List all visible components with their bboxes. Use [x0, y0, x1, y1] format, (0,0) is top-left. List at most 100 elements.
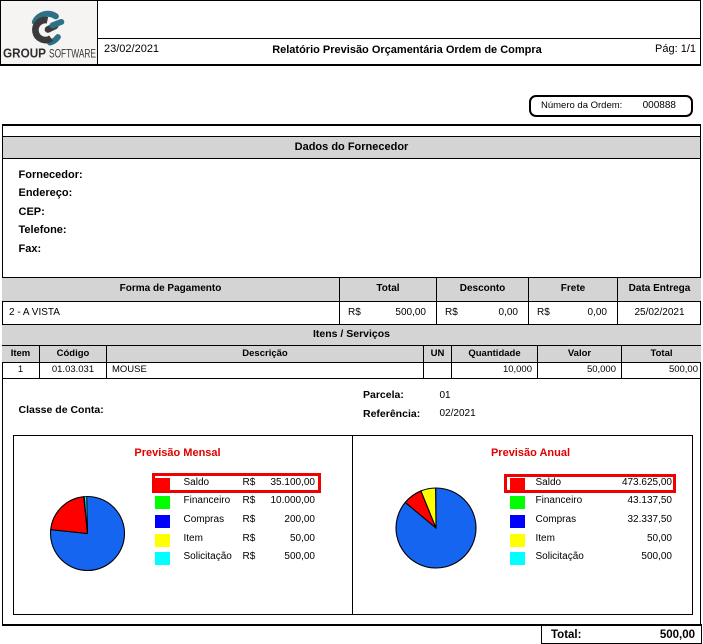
- monthly-forecast-pie-chart: [49, 495, 125, 571]
- supplier-field-cep: CEP:: [18, 205, 45, 218]
- legend-label: Compras: [535, 513, 577, 525]
- payment-total-currency: R$: [348, 307, 361, 318]
- saldo-swatch-icon: [509, 477, 525, 491]
- annual-forecast-panel: [352, 435, 693, 615]
- payment-frete-currency: R$: [537, 307, 550, 318]
- supplier-section-header: Dados do Fornecedor: [2, 136, 701, 159]
- report-header: [0, 0, 701, 66]
- page-indicator: Pág: 1/1: [655, 43, 696, 55]
- parcela-label: Parcela:: [363, 389, 404, 401]
- legend-currency: R$: [242, 551, 256, 563]
- legend-label: Financeiro: [183, 495, 231, 507]
- legend-row-financeiro-monthly: Financeiro R$ 10.000,00: [155, 495, 316, 510]
- payment-header-forma: Forma de Pagamento: [2, 278, 340, 301]
- payment-cell-forma: 2 - A VISTA: [2, 302, 340, 324]
- payment-table-header-row: Forma de Pagamento Total Desconto Frete …: [2, 277, 701, 302]
- items-header-total: Total: [650, 348, 673, 359]
- payment-header-total: Total: [340, 278, 437, 301]
- monthly-chart-title: Previsão Mensal: [134, 446, 221, 459]
- supplier-field-fornecedor: Fornecedor:: [18, 168, 83, 181]
- order-number-label: Número da Ordem:: [541, 100, 623, 112]
- financeiro-swatch-icon: [509, 496, 525, 510]
- annual-forecast-pie-chart: [395, 486, 477, 568]
- payment-desconto-value: 0,00: [498, 307, 518, 318]
- parcela-value: 01: [439, 389, 451, 401]
- payment-cell-total: R$ 500,00: [340, 302, 437, 324]
- items-section-header: Itens / Serviços: [2, 325, 701, 346]
- logo-text-software: SOFTWARE: [49, 49, 96, 61]
- items-table-header-row: Item Código Descrição UN Quantidade Valo…: [2, 346, 701, 363]
- saldo-swatch-icon: [155, 477, 170, 491]
- payment-header-frete: Frete: [529, 278, 618, 301]
- payment-table-data-row: 2 - A VISTA R$ 500,00 R$ 0,00 R$ 0,00 25…: [2, 302, 701, 325]
- items-header-descricao: Descrição: [107, 346, 424, 362]
- items-header-valor: Valor: [538, 346, 622, 362]
- grand-total-label: Total:: [551, 628, 582, 641]
- grand-total-value: 500,00: [659, 628, 695, 641]
- logo-text-group: GROUP: [3, 47, 46, 61]
- payment-header-desconto: Desconto: [437, 278, 529, 301]
- report-body-frame: [2, 124, 701, 626]
- legend-label: Saldo: [535, 476, 562, 488]
- order-number-value: 000888: [642, 100, 676, 112]
- legend-currency: R$: [242, 513, 256, 525]
- legend-value: 43.137,50: [627, 495, 673, 507]
- item-cell-codigo: 01.03.031: [40, 363, 107, 378]
- supplier-field-telefone: Telefone:: [18, 224, 67, 236]
- order-number-box: Número da Ordem: 000888: [529, 95, 693, 117]
- payment-header-data-entrega: Data Entrega: [628, 283, 691, 294]
- legend-value: 473.625,00: [621, 476, 672, 488]
- legend-row-item-annual: Item 50,00: [509, 533, 672, 547]
- legend-label: Saldo: [183, 476, 210, 488]
- compras-swatch-icon: [509, 514, 525, 528]
- legend-currency: R$: [242, 532, 256, 544]
- group-software-logo-icon: [31, 10, 65, 46]
- supplier-field-endereco: Endereço:: [18, 187, 73, 199]
- payment-cell-desconto: R$ 0,00: [437, 302, 529, 324]
- supplier-field-fax: Fax:: [18, 242, 42, 255]
- item-cell-item: 1: [2, 363, 40, 378]
- solicitacao-swatch-icon: [509, 552, 525, 566]
- payment-table: Forma de Pagamento Total Desconto Frete …: [2, 277, 701, 379]
- legend-currency: R$: [242, 495, 256, 507]
- legend-label: Item: [183, 532, 203, 544]
- compras-swatch-icon: [155, 514, 170, 528]
- legend-row-solicitacao-annual: Solicitação 500,00: [509, 551, 672, 566]
- item-swatch-icon: [155, 533, 170, 547]
- report-title: Relatório Previsão Orçamentária Ordem de…: [272, 43, 542, 56]
- legend-value: 200,00: [284, 513, 315, 525]
- company-logo: GROUP SOFTWARE: [1, 1, 98, 64]
- legend-value: 35.100,00: [270, 476, 316, 488]
- header-divider-line: [98, 38, 701, 40]
- item-cell-descricao: MOUSE: [107, 363, 424, 378]
- item-cell-valor: 50,000: [538, 363, 622, 378]
- payment-total-value: 500,00: [395, 307, 426, 318]
- legend-value: 50,00: [289, 532, 315, 544]
- legend-label: Compras: [183, 513, 225, 525]
- annual-chart-title: Previsão Anual: [490, 446, 571, 459]
- legend-currency: R$: [242, 476, 256, 488]
- item-cell-quantidade: 10,000: [452, 363, 538, 378]
- legend-row-compras-annual: Compras 32.337,50: [509, 513, 672, 528]
- legend-label: Solicitação: [535, 551, 584, 563]
- monthly-saldo-highlight-box: [152, 473, 321, 493]
- payment-frete-value: 0,00: [587, 307, 607, 318]
- annual-saldo-highlight-box: [504, 473, 676, 493]
- item-cell-total: 500,00: [668, 364, 698, 375]
- legend-row-solicitacao-monthly: Solicitação R$ 500,00: [155, 551, 315, 566]
- legend-row-financeiro-annual: Financeiro 43.137,50: [509, 495, 673, 510]
- items-header-quantidade: Quantidade: [452, 346, 538, 362]
- referencia-label: Referência:: [363, 407, 421, 420]
- legend-value: 10.000,00: [270, 495, 316, 507]
- referencia-value: 02/2021: [439, 408, 476, 419]
- items-header-un: UN: [424, 346, 452, 362]
- legend-row-compras-monthly: Compras R$ 200,00: [155, 513, 315, 528]
- items-header-codigo: Código: [40, 346, 107, 362]
- legend-label: Solicitação: [183, 551, 232, 563]
- group-software-logo-text: GROUP SOFTWARE: [3, 47, 96, 61]
- payment-desconto-currency: R$: [445, 307, 458, 318]
- item-swatch-icon: [509, 533, 525, 547]
- items-table-data-row: 1 01.03.031 MOUSE 10,000 50,000 500,00: [2, 363, 701, 379]
- item-cell-un: [424, 363, 452, 378]
